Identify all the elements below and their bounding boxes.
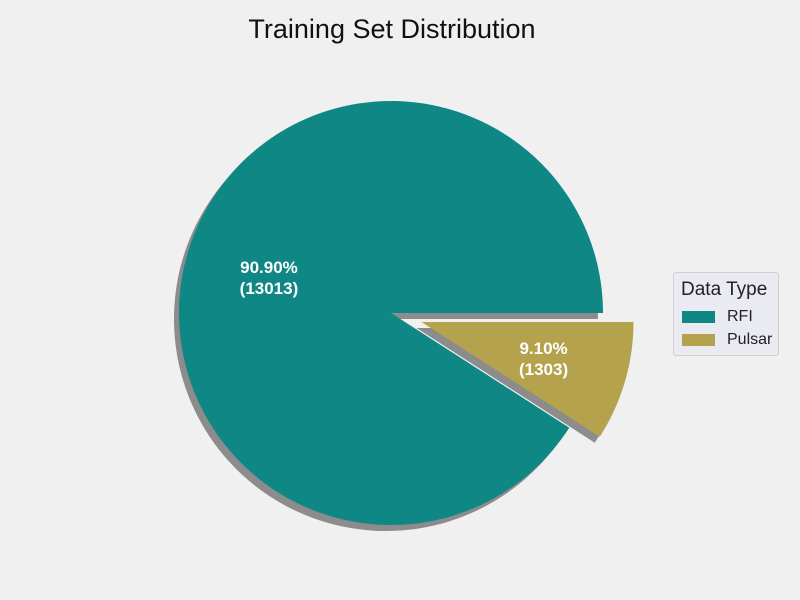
legend-label-rfi: RFI: [727, 307, 753, 325]
slice-percent-pulsar: 9.10%: [519, 339, 567, 358]
label-layer: 90.90% (13013) 9.10% (1303): [240, 258, 568, 379]
slice-rfi: [179, 100, 603, 526]
legend: Data Type RFI Pulsar: [673, 272, 780, 356]
legend-title: Data Type: [681, 279, 768, 300]
slice-pulsar: [421, 321, 634, 437]
legend-label-pulsar: Pulsar: [727, 330, 773, 348]
legend-swatch-pulsar: [682, 333, 715, 346]
slice-layer: [179, 100, 634, 526]
legend-swatch-rfi: [682, 310, 715, 323]
slice-percent-rfi: 90.90%: [240, 258, 298, 277]
slice-label-rfi: 90.90% (13013): [240, 258, 299, 298]
legend-item-pulsar: Pulsar: [680, 328, 772, 351]
chart-title: Training Set Distribution: [248, 14, 536, 44]
slice-count-rfi: (13013): [240, 279, 299, 298]
legend-item-rfi: RFI: [680, 305, 772, 328]
slice-label-pulsar: 9.10% (1303): [519, 339, 568, 379]
slice-count-pulsar: (1303): [519, 360, 568, 379]
